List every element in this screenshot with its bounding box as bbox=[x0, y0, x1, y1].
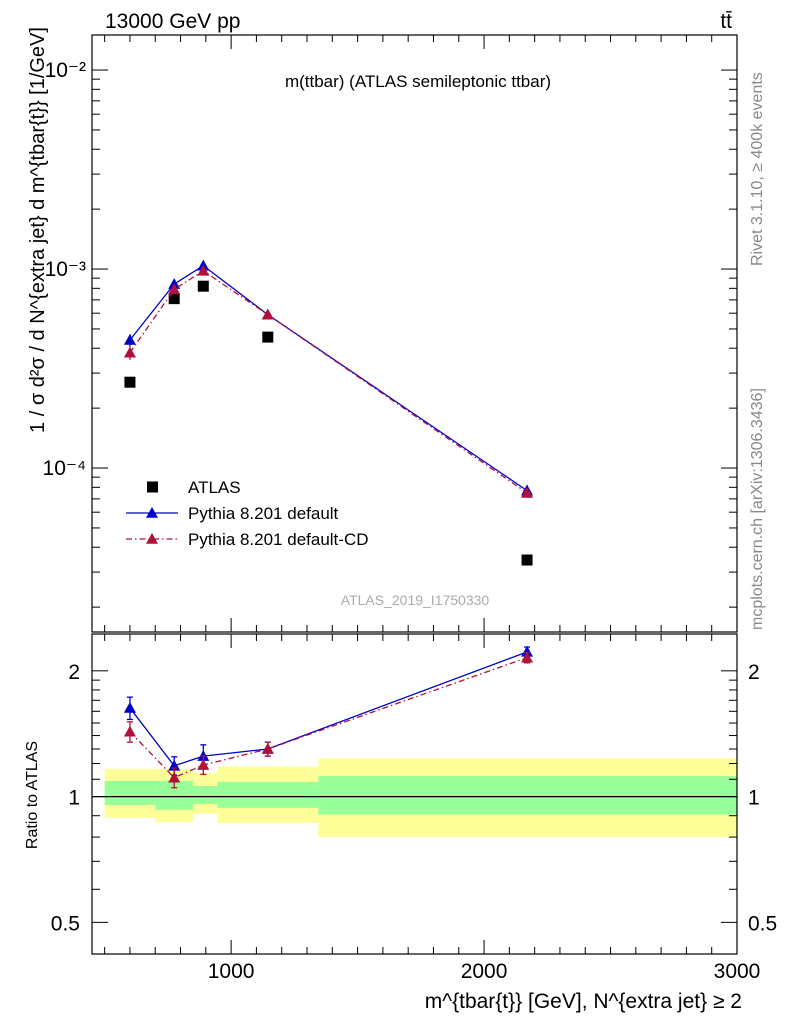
analysis-id: ATLAS_2019_I1750330 bbox=[341, 592, 490, 608]
atlas-data-point bbox=[168, 293, 180, 305]
atlas-data-point bbox=[521, 554, 533, 566]
main-y-axis-label: 1 / σ d²σ / d N^{extra jet} d m^{tbar{t}… bbox=[27, 27, 49, 433]
ratio-series-1-point bbox=[521, 651, 534, 663]
series-2-point bbox=[168, 283, 181, 295]
legend-marker-2 bbox=[146, 533, 158, 544]
legend-label: Pythia 8.201 default-CD bbox=[188, 530, 369, 549]
ratio-series-0-point bbox=[521, 645, 534, 657]
series-2-point bbox=[261, 308, 274, 320]
main-y-tick-label: 10⁻⁴ bbox=[43, 457, 86, 480]
ratio-series-1-point bbox=[123, 725, 136, 737]
ratio-axes: 1000 2000 3000 2 2 1 1 0.5 0.5 bbox=[51, 634, 777, 983]
ratio-series-1-point bbox=[197, 759, 210, 770]
ratio-y-axis-label: Ratio to ATLAS bbox=[24, 741, 41, 849]
main-frame bbox=[91, 34, 738, 633]
uncertainty-band-green bbox=[318, 776, 737, 815]
legend-label: ATLAS bbox=[188, 478, 241, 497]
main-y-tick-label: 10⁻² bbox=[45, 59, 86, 82]
series-2-point bbox=[123, 346, 136, 358]
ratio-plot-area bbox=[92, 645, 737, 838]
x-axis-label: m^{tbar{t}} [GeV], N^{extra jet} ≥ 2 bbox=[425, 990, 742, 1013]
atlas-data-point bbox=[197, 280, 209, 292]
ratio-panel: 1000 2000 3000 2 2 1 1 0.5 0.5 Ratio to ATLAS m^… bbox=[24, 633, 777, 1013]
chart-title: m(ttbar) (ATLAS semileptonic ttbar) bbox=[285, 72, 551, 91]
mcplots-label: mcplots.cern.ch [arXiv:1306.3436] bbox=[749, 388, 766, 630]
uncertainty-band-green bbox=[104, 780, 156, 805]
ratio-series-1-point bbox=[168, 771, 181, 783]
ratio-frame bbox=[91, 633, 738, 955]
main-panel: 10⁻² 10⁻³ 10⁻⁴ 13000 GeV pp tt̄ m(ttbar) (… bbox=[27, 10, 738, 633]
ratio-y-tick-label: 0.5 bbox=[51, 912, 80, 935]
series-2-point bbox=[521, 486, 534, 498]
main-axes: 10⁻² 10⁻³ 10⁻⁴ bbox=[43, 35, 738, 632]
ratio-series-0-point bbox=[123, 701, 136, 713]
legend-marker-atlas bbox=[147, 481, 158, 493]
ratio-y-tick-label: 2 bbox=[68, 661, 80, 684]
ratio-series-1-point bbox=[261, 742, 274, 754]
ratio-y-tick-label: 1 bbox=[68, 787, 80, 810]
x-tick-label: 3000 bbox=[714, 960, 761, 983]
x-tick-label: 1000 bbox=[208, 960, 255, 983]
uncertainty-band-green bbox=[193, 786, 218, 805]
series-1-point bbox=[123, 333, 136, 345]
rivet-label: Rivet 3.1.10, ≥ 400k events bbox=[749, 72, 766, 266]
main-y-tick-label: 10⁻³ bbox=[45, 258, 86, 281]
legend-label: Pythia 8.201 default bbox=[188, 504, 339, 523]
x-tick-label: 2000 bbox=[461, 960, 508, 983]
header-left: 13000 GeV pp bbox=[105, 10, 240, 33]
ratio-y-tick-label-right: 2 bbox=[748, 661, 760, 684]
main-plot-area bbox=[123, 259, 534, 566]
atlas-data-point bbox=[124, 376, 136, 388]
series-2-point bbox=[197, 264, 210, 276]
header-right: tt̄ bbox=[720, 10, 732, 33]
ratio-y-tick-label-right: 0.5 bbox=[748, 912, 777, 935]
uncertainty-band-green bbox=[217, 781, 319, 808]
atlas-data-point bbox=[262, 331, 274, 343]
ratio-y-tick-label-right: 1 bbox=[748, 787, 760, 810]
legend-marker-1 bbox=[146, 507, 158, 518]
legend: ATLAS Pythia 8.201 default Pythia 8.201 de… bbox=[126, 478, 369, 549]
